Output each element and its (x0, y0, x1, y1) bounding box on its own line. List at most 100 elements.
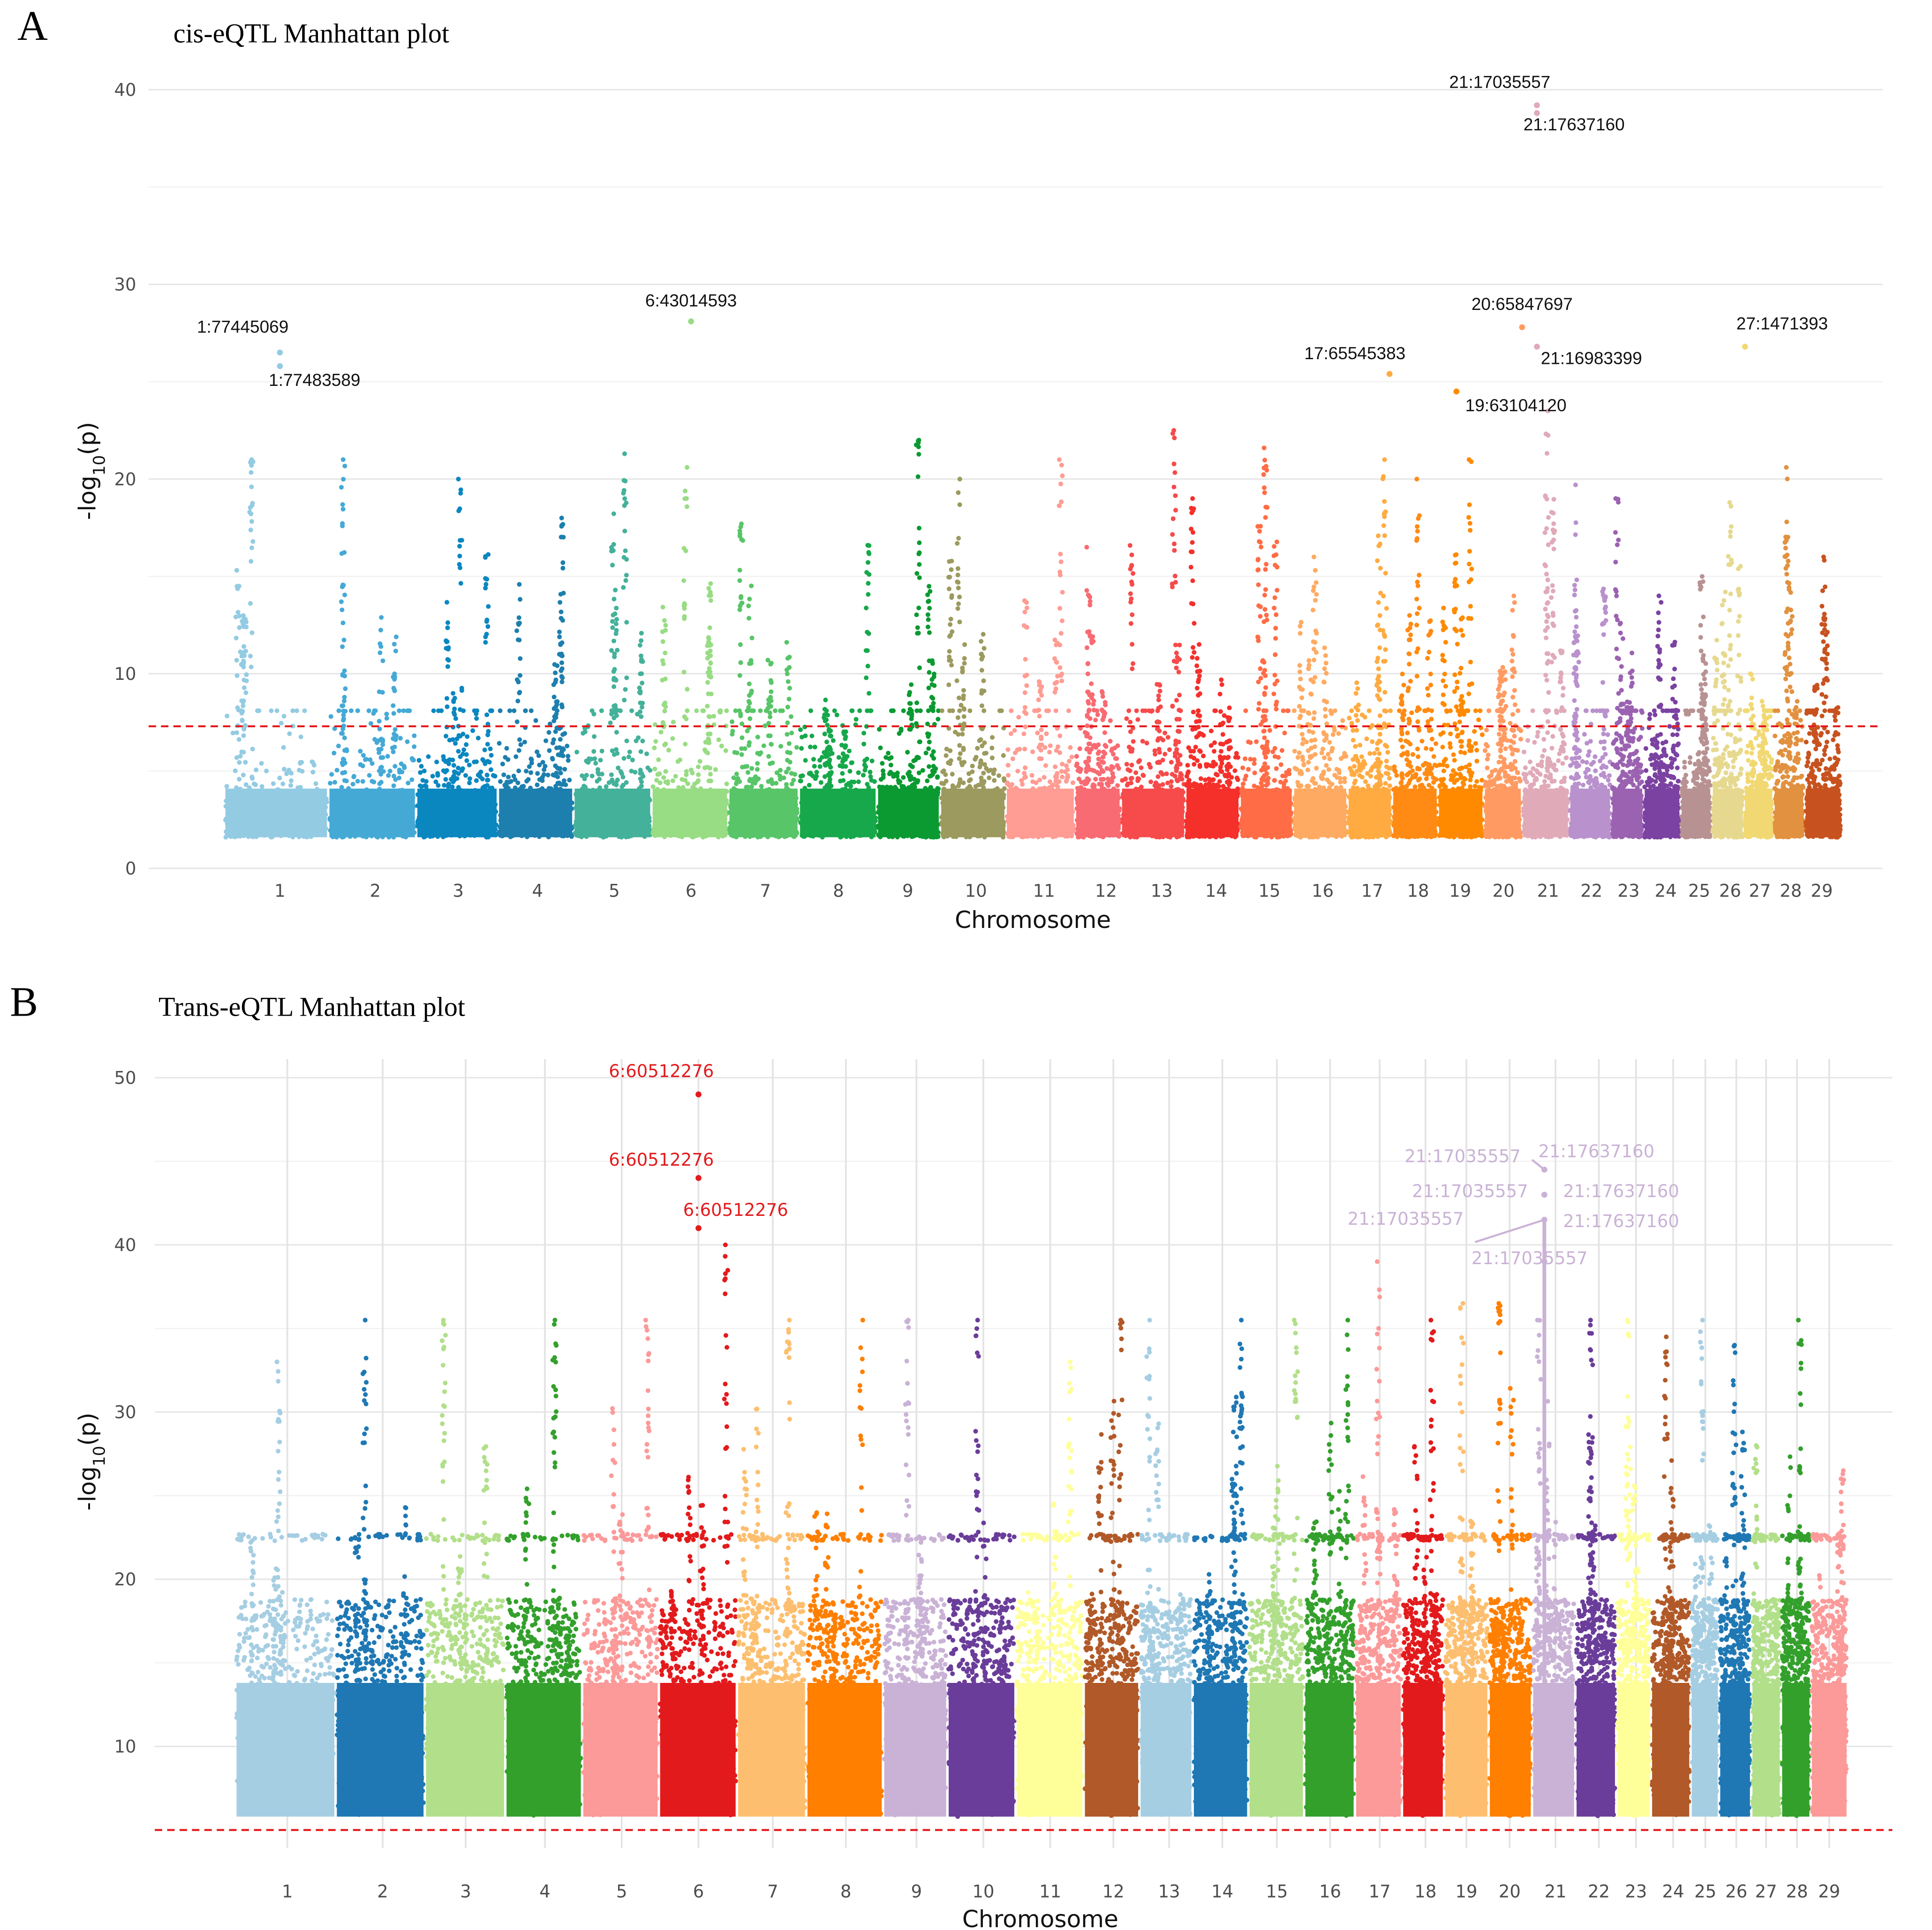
data-point (378, 627, 383, 633)
data-point (507, 780, 512, 785)
data-point (929, 694, 934, 700)
data-point (328, 781, 333, 786)
data-point (595, 779, 600, 784)
data-point (663, 650, 668, 656)
data-point (818, 780, 823, 785)
data-point (909, 713, 914, 718)
data-point (259, 784, 264, 789)
data-point (243, 619, 249, 625)
data-point (927, 605, 932, 611)
data-point (724, 781, 729, 786)
data-point (443, 769, 448, 775)
data-point (551, 737, 556, 742)
data-point (284, 770, 289, 776)
data-point (957, 476, 962, 482)
data-point (650, 784, 656, 789)
data-point (817, 764, 823, 769)
data-point (560, 618, 565, 623)
data-point (911, 758, 916, 763)
data-point (682, 496, 687, 501)
data-point (684, 504, 689, 509)
data-point (961, 714, 966, 719)
data-point (558, 737, 563, 742)
data-point (943, 778, 949, 784)
data-point (812, 764, 817, 769)
data-point (543, 764, 548, 769)
data-point (604, 784, 609, 789)
data-point (1016, 715, 1021, 720)
data-point (264, 769, 269, 774)
data-point (708, 669, 713, 674)
data-point (826, 815, 831, 820)
data-point (827, 770, 832, 776)
data-point (552, 825, 557, 830)
data-point (452, 769, 457, 774)
data-point (660, 604, 665, 610)
data-point (623, 578, 628, 583)
data-point (458, 733, 463, 739)
data-point (758, 708, 763, 713)
data-point (682, 601, 687, 606)
data-point (294, 708, 299, 713)
data-point (989, 755, 995, 761)
data-point (909, 783, 914, 789)
data-point (654, 777, 659, 783)
data-point (255, 708, 260, 713)
data-point (249, 519, 254, 524)
data-point (769, 689, 774, 694)
data-point (717, 709, 723, 715)
data-point (809, 772, 814, 777)
data-point (941, 768, 946, 773)
data-point (399, 761, 404, 766)
data-point (310, 769, 316, 775)
data-point (465, 734, 470, 739)
data-point (956, 490, 961, 495)
data-point (997, 708, 1002, 713)
data-point (244, 625, 249, 630)
data-point (332, 780, 338, 785)
data-point (948, 758, 953, 763)
data-point (611, 612, 616, 618)
data-point (240, 718, 245, 724)
data-point (412, 733, 417, 739)
data-point (598, 758, 603, 763)
data-point (749, 766, 755, 771)
data-point (862, 762, 867, 767)
data-point (955, 715, 960, 720)
data-point (418, 770, 423, 775)
data-point (558, 753, 563, 758)
data-point (611, 596, 617, 602)
data-point (768, 733, 773, 739)
data-point (558, 641, 563, 646)
data-point (785, 732, 790, 737)
data-point (378, 765, 383, 770)
data-point (555, 663, 560, 668)
data-point (553, 784, 558, 790)
data-point (611, 684, 617, 689)
data-point (380, 742, 385, 747)
data-point (380, 803, 385, 808)
data-point (474, 778, 479, 783)
data-point (514, 719, 520, 724)
data-point (707, 814, 712, 819)
data-point (342, 550, 347, 555)
data-point (457, 553, 462, 558)
data-point (391, 686, 396, 691)
data-point (409, 777, 415, 782)
data-point (808, 708, 813, 713)
data-point (516, 748, 521, 753)
data-point (533, 718, 538, 723)
data-point (955, 566, 960, 571)
data-point (610, 625, 615, 630)
data-point (960, 668, 965, 673)
data-point (543, 738, 549, 743)
data-point (852, 779, 857, 784)
data-point (822, 707, 827, 712)
data-point (234, 568, 239, 573)
data-point (483, 576, 488, 581)
data-point (746, 705, 751, 710)
data-point (368, 757, 373, 762)
data-point (956, 580, 961, 585)
data-point (401, 708, 406, 713)
